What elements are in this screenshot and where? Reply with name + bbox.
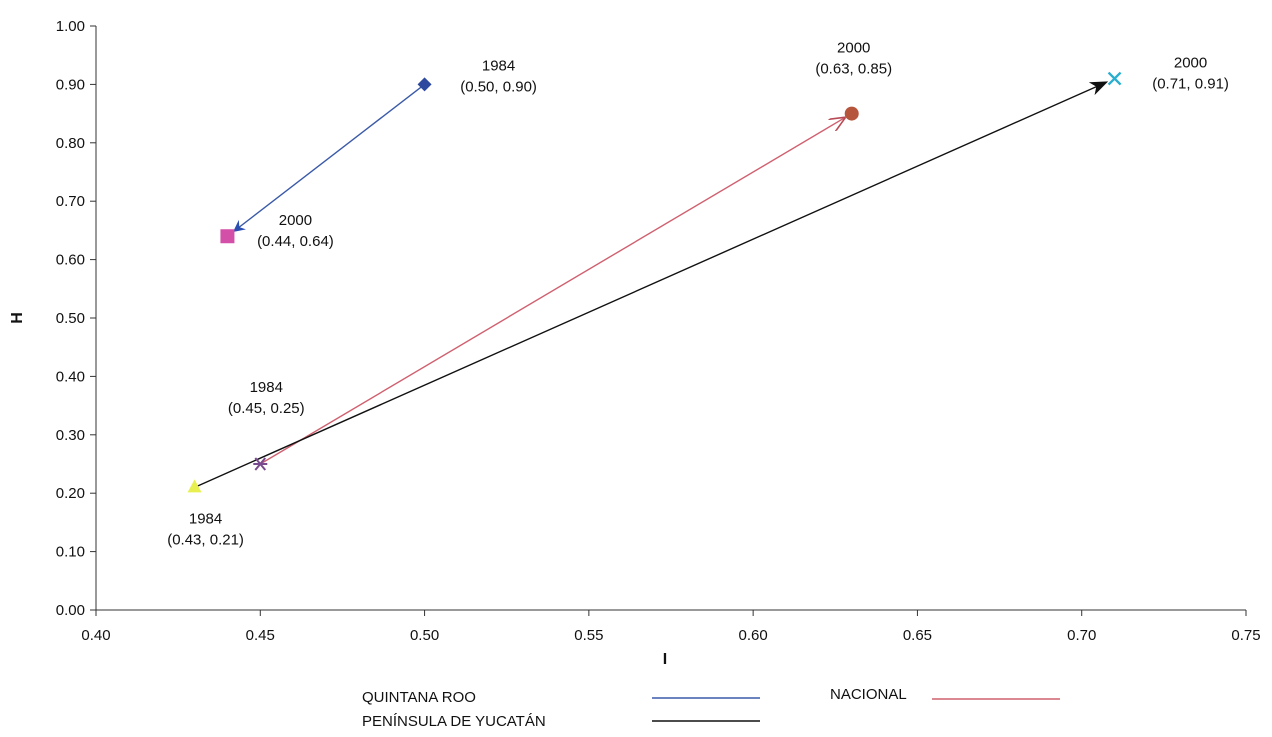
annotation-year: 1984 [189, 510, 222, 527]
quintana-roo-1984-marker [417, 77, 432, 92]
y-tick-label: 0.00 [56, 602, 85, 619]
y-tick-label: 0.80 [56, 135, 85, 152]
annotation-coords: (0.44, 0.64) [257, 233, 334, 250]
annotation-year: 2000 [837, 40, 870, 57]
annotation-coords: (0.71, 0.91) [1152, 76, 1229, 93]
legend-nacional-label: NACIONAL [830, 686, 907, 703]
y-tick-label: 0.30 [56, 427, 85, 444]
peninsula-yucatan-2000-marker [1107, 71, 1122, 86]
y-axis-title: H [9, 312, 26, 324]
legend-quintana-roo-label: QUINTANA ROO [362, 689, 476, 706]
y-tick-label: 0.70 [56, 193, 85, 210]
x-axis-title: I [663, 651, 667, 668]
quintana-roo-line [232, 83, 425, 232]
x-tick-label: 0.40 [81, 627, 110, 644]
legend-peninsula-yucatan-label: PENÍNSULA DE YUCATÁN [362, 713, 546, 730]
annotation-coords: (0.45, 0.25) [228, 400, 305, 417]
x-tick-label: 0.55 [574, 627, 603, 644]
x-tick-label: 0.45 [246, 627, 275, 644]
nacional-line [259, 118, 844, 465]
axes: 0.00 0.10 0.20 0.30 0.40 0.50 0.60 0.70 0.80 0.90… [9, 18, 1261, 668]
nacional-2000-marker [844, 106, 859, 121]
annotation-coords: (0.50, 0.90) [460, 78, 537, 95]
x-tick-label: 0.75 [1231, 627, 1260, 644]
series-lines [194, 81, 1109, 488]
x-tick-label: 0.60 [739, 627, 768, 644]
nacional-1984-marker [253, 457, 268, 471]
y-tick-label: 0.10 [56, 544, 85, 561]
x-tick-label: 0.65 [903, 627, 932, 644]
data-markers [187, 71, 1122, 493]
annotation-coords: (0.63, 0.85) [815, 61, 892, 78]
y-tick-label: 0.90 [56, 76, 85, 93]
annotation-year: 1984 [482, 57, 515, 74]
annotation-year: 2000 [279, 212, 312, 229]
annotation-year: 1984 [250, 379, 283, 396]
quintana-roo-2000-marker [220, 229, 235, 244]
y-tick-label: 0.50 [56, 310, 85, 327]
peninsula-yucatan-line [194, 81, 1109, 488]
y-tick-label: 0.20 [56, 485, 85, 502]
annotation-coords: (0.43, 0.21) [167, 531, 244, 548]
peninsula-yucatan-1984-marker [187, 479, 202, 493]
y-tick-label: 0.60 [56, 252, 85, 269]
x-tick-label: 0.70 [1067, 627, 1096, 644]
point-annotations: 1984 (0.50, 0.90) 2000 (0.44, 0.64) 1984 (0.4… [167, 40, 1229, 549]
legend: QUINTANA ROO NACIONAL PENÍNSULA DE YUCATÁN [362, 686, 1060, 730]
y-tick-label: 1.00 [56, 18, 85, 35]
y-tick-label: 0.40 [56, 368, 85, 385]
annotation-year: 2000 [1174, 55, 1207, 72]
x-tick-label: 0.50 [410, 627, 439, 644]
